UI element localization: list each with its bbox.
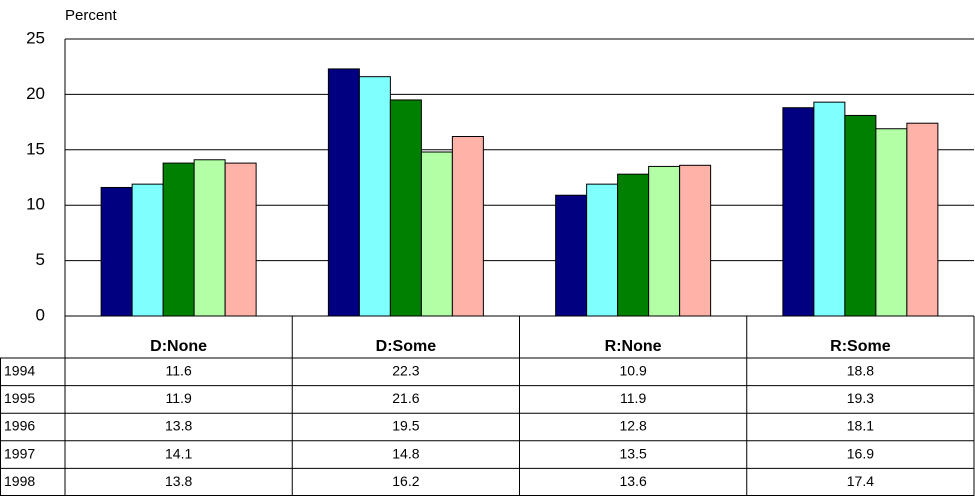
bar	[782, 107, 815, 317]
legend-label: 1998	[4, 473, 35, 489]
bar	[844, 114, 877, 317]
table-value: 16.2	[392, 473, 419, 489]
bar	[875, 128, 908, 317]
bar	[420, 151, 453, 317]
bar	[906, 122, 939, 317]
bar	[555, 194, 588, 317]
table-value: 14.1	[165, 445, 192, 461]
legend-label: 1996	[4, 418, 35, 434]
y-tick-label: 20	[26, 84, 45, 103]
table-value: 11.6	[166, 363, 192, 379]
bar	[327, 68, 360, 317]
bar	[451, 136, 484, 317]
table-value: 13.5	[620, 445, 647, 461]
table-value: 21.6	[392, 390, 419, 406]
table-value: 18.1	[847, 418, 874, 434]
table-value: 18.8	[847, 363, 874, 379]
bar	[813, 101, 846, 317]
table-value: 12.8	[620, 418, 647, 434]
y-tick-label: 10	[26, 195, 45, 214]
y-tick-label: 0	[36, 305, 45, 324]
table-value: 22.3	[392, 363, 419, 379]
y-tick-label: 25	[26, 28, 45, 47]
legend-label: 1995	[4, 390, 35, 406]
x-tick-label: D:Some	[376, 338, 437, 355]
bar	[100, 186, 133, 317]
bar	[131, 183, 164, 317]
y-tick-label: 5	[36, 250, 45, 269]
bar	[679, 164, 712, 317]
y-axis-label: Percent	[65, 7, 118, 24]
table-value: 17.4	[847, 473, 874, 489]
table-value: 13.6	[620, 473, 647, 489]
table-value: 16.9	[847, 445, 874, 461]
table-value: 13.8	[165, 418, 192, 434]
table-value: 19.5	[392, 418, 419, 434]
table-value: 13.8	[165, 473, 192, 489]
bar	[358, 76, 391, 317]
x-tick-label: R:None	[605, 338, 662, 355]
table-value: 19.3	[847, 390, 874, 406]
bar	[586, 183, 619, 317]
bar	[389, 99, 422, 317]
bar	[648, 165, 681, 317]
x-tick-label: R:Some	[830, 338, 891, 355]
table-value: 11.9	[620, 390, 646, 406]
bar	[617, 173, 650, 317]
legend-label: 1997	[4, 445, 35, 461]
bar	[162, 162, 195, 317]
bar	[193, 159, 226, 317]
table-value: 14.8	[392, 445, 419, 461]
bar	[224, 162, 257, 317]
y-tick-label: 15	[26, 139, 45, 158]
table-value: 10.9	[620, 363, 647, 379]
x-tick-label: D:None	[150, 338, 207, 355]
table-value: 11.9	[166, 390, 192, 406]
legend-label: 1994	[4, 363, 35, 379]
